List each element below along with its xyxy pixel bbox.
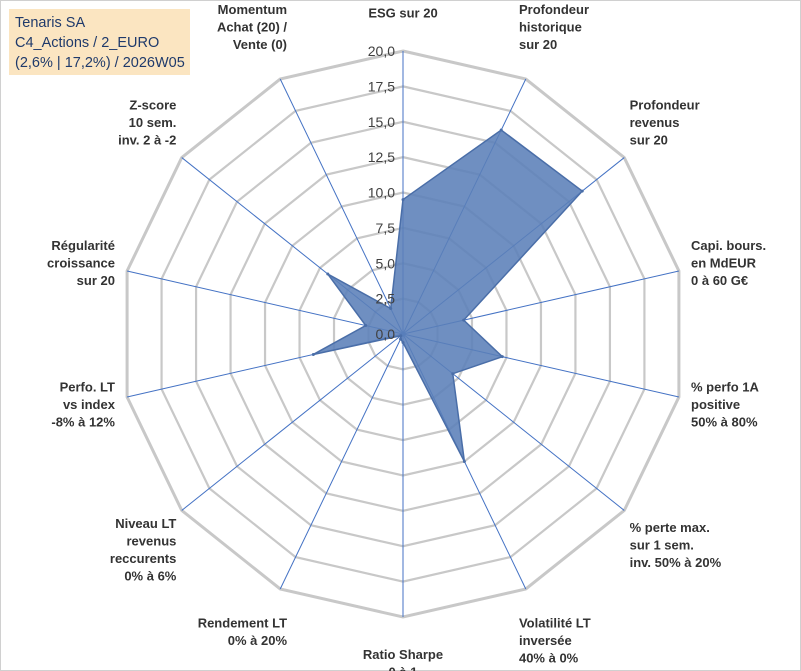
axis-label-line: 0 à 1 <box>389 665 418 671</box>
axis-label-line: Note <box>389 0 418 3</box>
data-point <box>399 334 403 338</box>
data-point <box>462 459 466 463</box>
axis-label: Perfo. LT vs index -8% à 12% <box>51 380 115 430</box>
tick-label-layer: 0,0 2,5 5,0 7,5 10,0 12,5 15,0 17,5 20,0 <box>368 43 395 342</box>
axis-label-line: Z-score <box>129 97 176 112</box>
tick-label: 17,5 <box>368 78 395 94</box>
tick-label: 0,0 <box>376 326 396 342</box>
axis-label-line: croissance <box>47 255 115 270</box>
tick-label: 12,5 <box>368 149 395 165</box>
tick-label: 20,0 <box>368 43 395 59</box>
axis-label-line: 10 sem. <box>129 115 177 130</box>
axis-label: Rendement LT 0% à 20% <box>198 616 288 649</box>
axis-label-line: revenus <box>630 115 680 130</box>
axis-label-line: 0% à 20% <box>228 633 288 648</box>
axis-label-line: sur 1 sem. <box>630 538 694 553</box>
data-point <box>311 352 315 356</box>
axis-label-line: inv. 2 à -2 <box>118 132 176 147</box>
axis-label-line: % perfo 1A <box>691 380 760 395</box>
axis-label-line: sur 20 <box>630 132 668 147</box>
axis-label-line: Profondeur <box>630 97 700 112</box>
axis-label: Momentum Achat (20) / Vente (0) <box>217 2 287 52</box>
data-point <box>462 318 466 322</box>
axis-label-line: 0 à 60 G€ <box>691 273 748 288</box>
axis-label-line: sur 20 <box>519 37 557 52</box>
axis-label: % perte max. sur 1 sem. inv. 50% à 20% <box>630 520 722 570</box>
tick-label: 7,5 <box>376 220 396 236</box>
axis-label-line: 0% à 6% <box>124 568 176 583</box>
axis-label-line: % perte max. <box>630 520 710 535</box>
axis-label: Profondeur historique sur 20 <box>519 2 589 52</box>
performance-period: (2,6% | 17,2%) / 2026W05 <box>15 55 185 71</box>
chart-title-box: Tenaris SA C4_Actions / 2_EURO (2,6% | 1… <box>9 9 190 75</box>
axis-label-line: reccurents <box>110 551 176 566</box>
data-point <box>500 355 504 359</box>
data-point <box>499 128 503 132</box>
axis-spoke <box>279 333 404 590</box>
axis-label-line: Volatilité LT <box>519 616 591 631</box>
axis-label: Ratio Sharpe 0 à 1 <box>363 647 443 671</box>
tick-label: 5,0 <box>376 255 396 271</box>
axis-label-line: revenus <box>127 533 177 548</box>
axis-label-line: en MdEUR <box>691 255 757 270</box>
axis-label-line: Régularité <box>51 238 115 253</box>
axis-label-line: Perfo. LT <box>60 380 115 395</box>
axis-label-line: historique <box>519 19 582 34</box>
axis-label-line: Ratio Sharpe <box>363 647 443 662</box>
axis-label-line: Momentum <box>218 2 287 17</box>
portfolio-category: C4_Actions / 2_EURO <box>15 35 160 51</box>
axis-label-line: Achat (20) / <box>217 19 287 34</box>
axis-label-line: inv. 50% à 20% <box>630 555 722 570</box>
axis-label-line: ESG sur 20 <box>368 6 437 21</box>
tick-label: 10,0 <box>368 185 395 201</box>
axis-label: Z-score 10 sem. inv. 2 à -2 <box>118 97 176 147</box>
axis-label: Profondeur revenus sur 20 <box>630 97 700 147</box>
company-name: Tenaris SA <box>15 15 86 31</box>
data-series-area <box>312 129 584 462</box>
data-point <box>389 307 393 311</box>
axis-spoke <box>181 333 404 511</box>
axis-label-line: 50% à 80% <box>691 415 758 430</box>
axis-label-line: vs index <box>63 397 116 412</box>
tick-label: 2,5 <box>376 291 396 307</box>
data-point <box>401 198 405 202</box>
axis-label-line: inversée <box>519 633 572 648</box>
axis-label-line: positive <box>691 397 740 412</box>
series-layer <box>311 128 584 463</box>
axis-spoke <box>279 78 404 335</box>
axis-label-line: Profondeur <box>519 2 589 17</box>
axis-label-line: Vente (0) <box>233 37 287 52</box>
axis-spoke <box>126 270 404 335</box>
axis-label: Régularité croissance sur 20 <box>47 238 115 288</box>
tick-label: 15,0 <box>368 114 395 130</box>
data-point <box>364 323 368 327</box>
data-point <box>401 340 405 344</box>
axis-label-line: -8% à 12% <box>51 415 115 430</box>
axis-label-line: 40% à 0% <box>519 651 579 666</box>
axis-label-line: sur 20 <box>77 273 115 288</box>
axis-label: % perfo 1A positive 50% à 80% <box>691 380 760 430</box>
axis-label: Volatilité LT inversée 40% à 0% <box>519 616 591 666</box>
axis-label-line: Capi. bours. <box>691 238 766 253</box>
axis-label: Capi. bours. en MdEUR 0 à 60 G€ <box>691 238 766 288</box>
axis-label-line: Rendement LT <box>198 616 287 631</box>
axis-label: Note ESG sur 20 <box>368 0 437 21</box>
axis-label-layer: Note ESG sur 20 Profondeur historique sur 20… <box>47 0 766 671</box>
data-point <box>326 272 330 276</box>
axis-label: Niveau LT revenus reccurents 0% à 6% <box>110 516 177 584</box>
axis-label-line: Niveau LT <box>115 516 176 531</box>
data-point <box>580 189 584 193</box>
data-point <box>399 337 403 341</box>
data-point <box>451 372 455 376</box>
